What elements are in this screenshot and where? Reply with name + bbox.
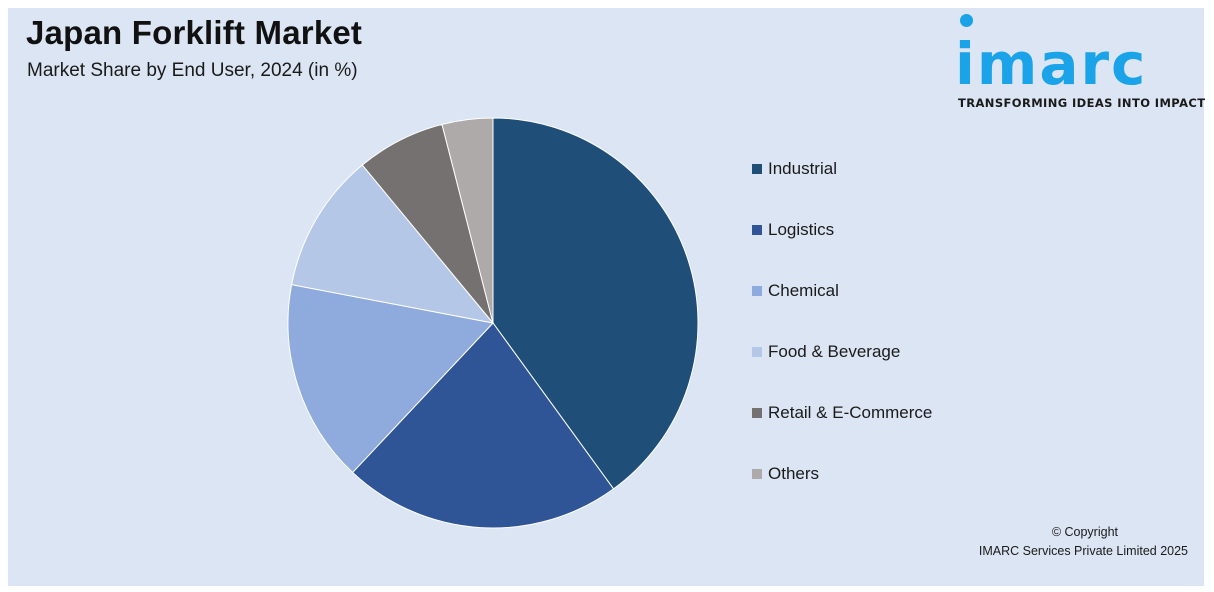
pie-slice-logistics <box>351 322 615 529</box>
legend-swatch <box>752 408 762 418</box>
legend-swatch <box>752 164 762 174</box>
logo-dot-icon <box>960 14 973 27</box>
logo-tagline: TRANSFORMING IDEAS INTO IMPACT <box>958 96 1206 110</box>
logo-wordmark: imarc <box>955 30 1148 98</box>
pie-slice-chemical <box>287 284 494 474</box>
legend-label: Others <box>768 464 820 483</box>
legend-label: Food & Beverage <box>768 342 901 361</box>
legend-swatch <box>752 286 762 296</box>
legend-label: Retail & E-Commerce <box>768 403 933 422</box>
pie-slice-food-beverage <box>291 164 495 324</box>
legend-label: Logistics <box>768 220 835 239</box>
pie-slice-industrial <box>492 117 699 490</box>
legend-item-others: Others <box>752 463 819 485</box>
legend-label: Industrial <box>768 159 837 178</box>
legend-swatch <box>752 469 762 479</box>
copyright-text: © Copyright <box>1051 525 1118 539</box>
legend-item-logistics: Logistics <box>752 219 834 241</box>
company-text: IMARC Services Private Limited 2025 <box>978 544 1188 558</box>
chart-title: Japan Forklift Market <box>26 14 363 51</box>
legend-swatch <box>752 347 762 357</box>
legend-item-retail-e-commerce: Retail & E-Commerce <box>752 402 932 424</box>
legend-item-industrial: Industrial <box>752 158 837 180</box>
pie-slice-others <box>441 117 494 324</box>
chart-subtitle: Market Share by End User, 2024 (in %) <box>27 60 358 81</box>
legend-item-food-beverage: Food & Beverage <box>752 341 900 363</box>
legend-swatch <box>752 225 762 235</box>
legend-label: Chemical <box>768 281 839 300</box>
legend-item-chemical: Chemical <box>752 280 839 302</box>
